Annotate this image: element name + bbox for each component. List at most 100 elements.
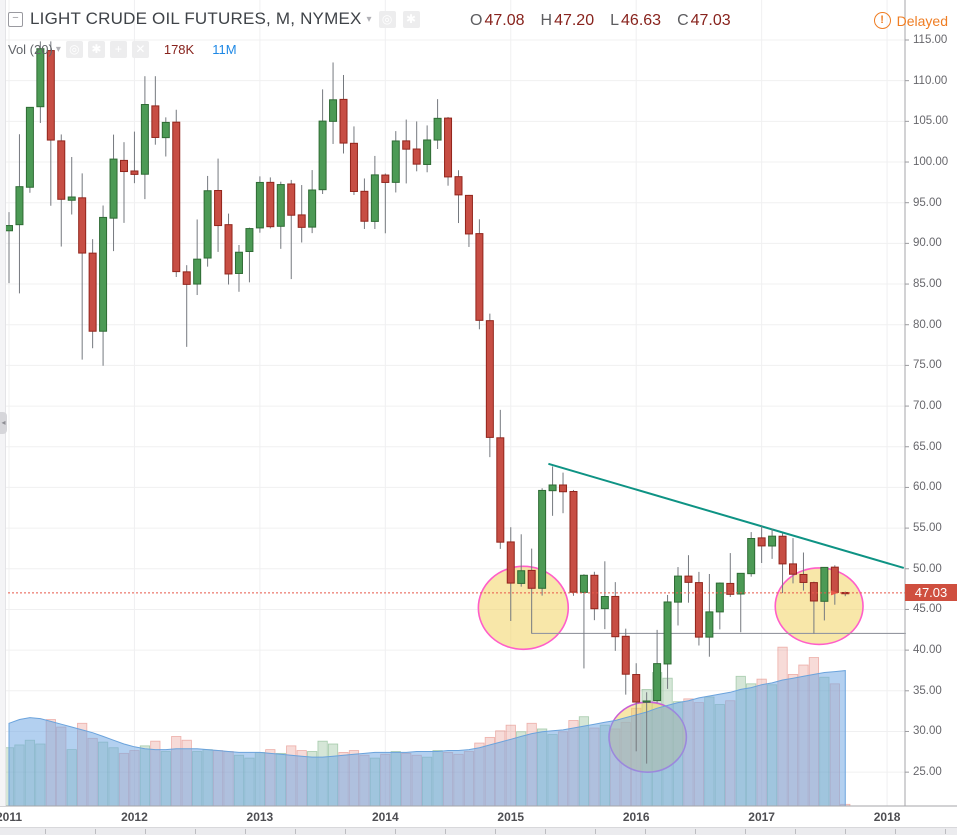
candle-2014-01[interactable] bbox=[381, 174, 390, 183]
year-label-2011: 2011 bbox=[0, 810, 23, 824]
candle-2015-04[interactable] bbox=[538, 489, 547, 589]
indicator-label[interactable]: Vol (20) bbox=[8, 42, 53, 57]
collapse-legend-icon[interactable]: − bbox=[8, 11, 23, 27]
candle-2013-12[interactable] bbox=[370, 174, 379, 222]
candle-2011-04[interactable] bbox=[36, 48, 45, 108]
candle-2011-02[interactable] bbox=[15, 186, 24, 226]
candle-2015-03[interactable] bbox=[527, 569, 536, 589]
candle-2011-01[interactable] bbox=[5, 225, 13, 232]
candle-2017-03[interactable] bbox=[778, 535, 787, 565]
bottom-scroll-strip[interactable] bbox=[0, 827, 957, 835]
candle-2011-07[interactable] bbox=[67, 196, 76, 201]
candle-2016-12[interactable] bbox=[747, 538, 756, 575]
alert-circle-icon: ! bbox=[873, 12, 891, 29]
candle-2014-11[interactable] bbox=[485, 320, 494, 438]
candle-2012-04[interactable] bbox=[161, 121, 170, 139]
candle-2014-10[interactable] bbox=[475, 233, 484, 321]
candle-2012-11[interactable] bbox=[234, 251, 243, 274]
candle-2013-02[interactable] bbox=[266, 181, 275, 228]
candle-2014-12[interactable] bbox=[496, 437, 505, 543]
candle-2015-07[interactable] bbox=[569, 490, 578, 593]
candle-2014-02[interactable] bbox=[391, 140, 400, 183]
candle-2012-03[interactable] bbox=[151, 105, 160, 138]
candle-2012-12[interactable] bbox=[245, 228, 254, 253]
candle-2013-07[interactable] bbox=[318, 120, 327, 191]
candle-2012-06[interactable] bbox=[182, 271, 191, 285]
candle-2016-07[interactable] bbox=[694, 582, 703, 638]
candle-2014-08[interactable] bbox=[454, 176, 463, 196]
candle-2013-10[interactable] bbox=[349, 142, 358, 192]
candle-2015-08[interactable] bbox=[579, 574, 588, 593]
descending-trendline[interactable] bbox=[548, 462, 905, 569]
candle-2014-09[interactable] bbox=[464, 194, 473, 235]
price-tick-label: 65.00 bbox=[913, 440, 942, 453]
candle-2011-06[interactable] bbox=[57, 140, 66, 200]
candle-2013-01[interactable] bbox=[255, 181, 264, 229]
candle-2013-06[interactable] bbox=[308, 189, 317, 228]
candle-2013-09[interactable] bbox=[339, 98, 348, 144]
plus-icon[interactable]: + bbox=[109, 41, 127, 58]
candle-2011-08[interactable] bbox=[78, 197, 87, 254]
candle-2016-09[interactable] bbox=[715, 582, 724, 613]
candle-2013-03[interactable] bbox=[276, 184, 285, 227]
candle-2013-11[interactable] bbox=[360, 190, 369, 222]
candle-2016-06[interactable] bbox=[684, 575, 693, 583]
candle-2012-07[interactable] bbox=[193, 258, 202, 285]
close-icon[interactable]: ✕ bbox=[131, 41, 149, 58]
chevron-down-icon[interactable]: ▾ bbox=[55, 44, 61, 55]
candle-2012-01[interactable] bbox=[130, 170, 139, 175]
candle-2015-05[interactable] bbox=[548, 484, 557, 492]
gear-icon[interactable]: ✱ bbox=[87, 41, 105, 58]
candle-2014-03[interactable] bbox=[402, 140, 411, 150]
candle-2012-05[interactable] bbox=[172, 121, 181, 273]
candle-2011-09[interactable] bbox=[88, 252, 97, 332]
candle-2011-05[interactable] bbox=[46, 50, 55, 141]
candle-2016-02[interactable] bbox=[642, 700, 651, 703]
candle-2013-05[interactable] bbox=[297, 214, 306, 228]
highlight-ellipse-2017-base[interactable] bbox=[774, 567, 864, 646]
eye-icon[interactable]: ◎ bbox=[65, 41, 83, 58]
candle-2014-07[interactable] bbox=[444, 117, 453, 178]
candle-2016-03[interactable] bbox=[653, 663, 662, 702]
candle-2011-11[interactable] bbox=[109, 158, 118, 219]
candle-2017-02[interactable] bbox=[768, 535, 777, 547]
candle-2017-08[interactable] bbox=[830, 566, 839, 593]
gear-icon[interactable]: ✱ bbox=[402, 10, 420, 28]
candle-2012-02[interactable] bbox=[140, 104, 149, 175]
candle-2015-06[interactable] bbox=[559, 484, 568, 493]
candle-2016-01[interactable] bbox=[632, 674, 641, 703]
candle-2013-04[interactable] bbox=[287, 183, 296, 216]
candle-2014-05[interactable] bbox=[423, 139, 432, 165]
candle-2011-10[interactable] bbox=[99, 216, 108, 332]
candle-2015-11[interactable] bbox=[611, 595, 620, 638]
candle-2016-04[interactable] bbox=[663, 601, 672, 665]
candle-2015-01[interactable] bbox=[506, 541, 515, 584]
candle-2015-10[interactable] bbox=[600, 596, 609, 610]
candle-2016-05[interactable] bbox=[674, 575, 683, 603]
candle-2012-08[interactable] bbox=[203, 190, 212, 259]
symbol-title[interactable]: LIGHT CRUDE OIL FUTURES, M, NYMEX bbox=[30, 9, 362, 28]
candle-2011-12[interactable] bbox=[119, 159, 128, 173]
candle-2015-12[interactable] bbox=[621, 635, 630, 675]
candle-2012-09[interactable] bbox=[214, 189, 223, 227]
eye-icon[interactable]: ◎ bbox=[378, 10, 396, 28]
candle-2013-08[interactable] bbox=[329, 99, 338, 122]
chevron-down-icon[interactable]: ▾ bbox=[366, 13, 372, 25]
candle-2015-02[interactable] bbox=[517, 570, 526, 584]
candle-2017-07[interactable] bbox=[820, 566, 829, 602]
candle-2016-10[interactable] bbox=[726, 582, 735, 595]
candle-2017-01[interactable] bbox=[757, 537, 766, 547]
left-panel-collapse-arrow-icon[interactable]: ◂ bbox=[0, 412, 7, 434]
candle-2014-06[interactable] bbox=[433, 117, 442, 141]
candle-2016-11[interactable] bbox=[736, 572, 745, 595]
candle-2012-10[interactable] bbox=[224, 224, 233, 275]
candle-2017-04[interactable] bbox=[789, 563, 797, 575]
delayed-badge[interactable]: ! Delayed bbox=[873, 12, 948, 29]
candle-2017-06[interactable] bbox=[809, 582, 818, 602]
candle-2014-04[interactable] bbox=[412, 148, 421, 165]
candle-2011-03[interactable] bbox=[25, 106, 34, 188]
candle-2015-09[interactable] bbox=[590, 574, 599, 610]
candle-2017-05[interactable] bbox=[799, 573, 808, 583]
candle-2016-08[interactable] bbox=[705, 611, 714, 638]
